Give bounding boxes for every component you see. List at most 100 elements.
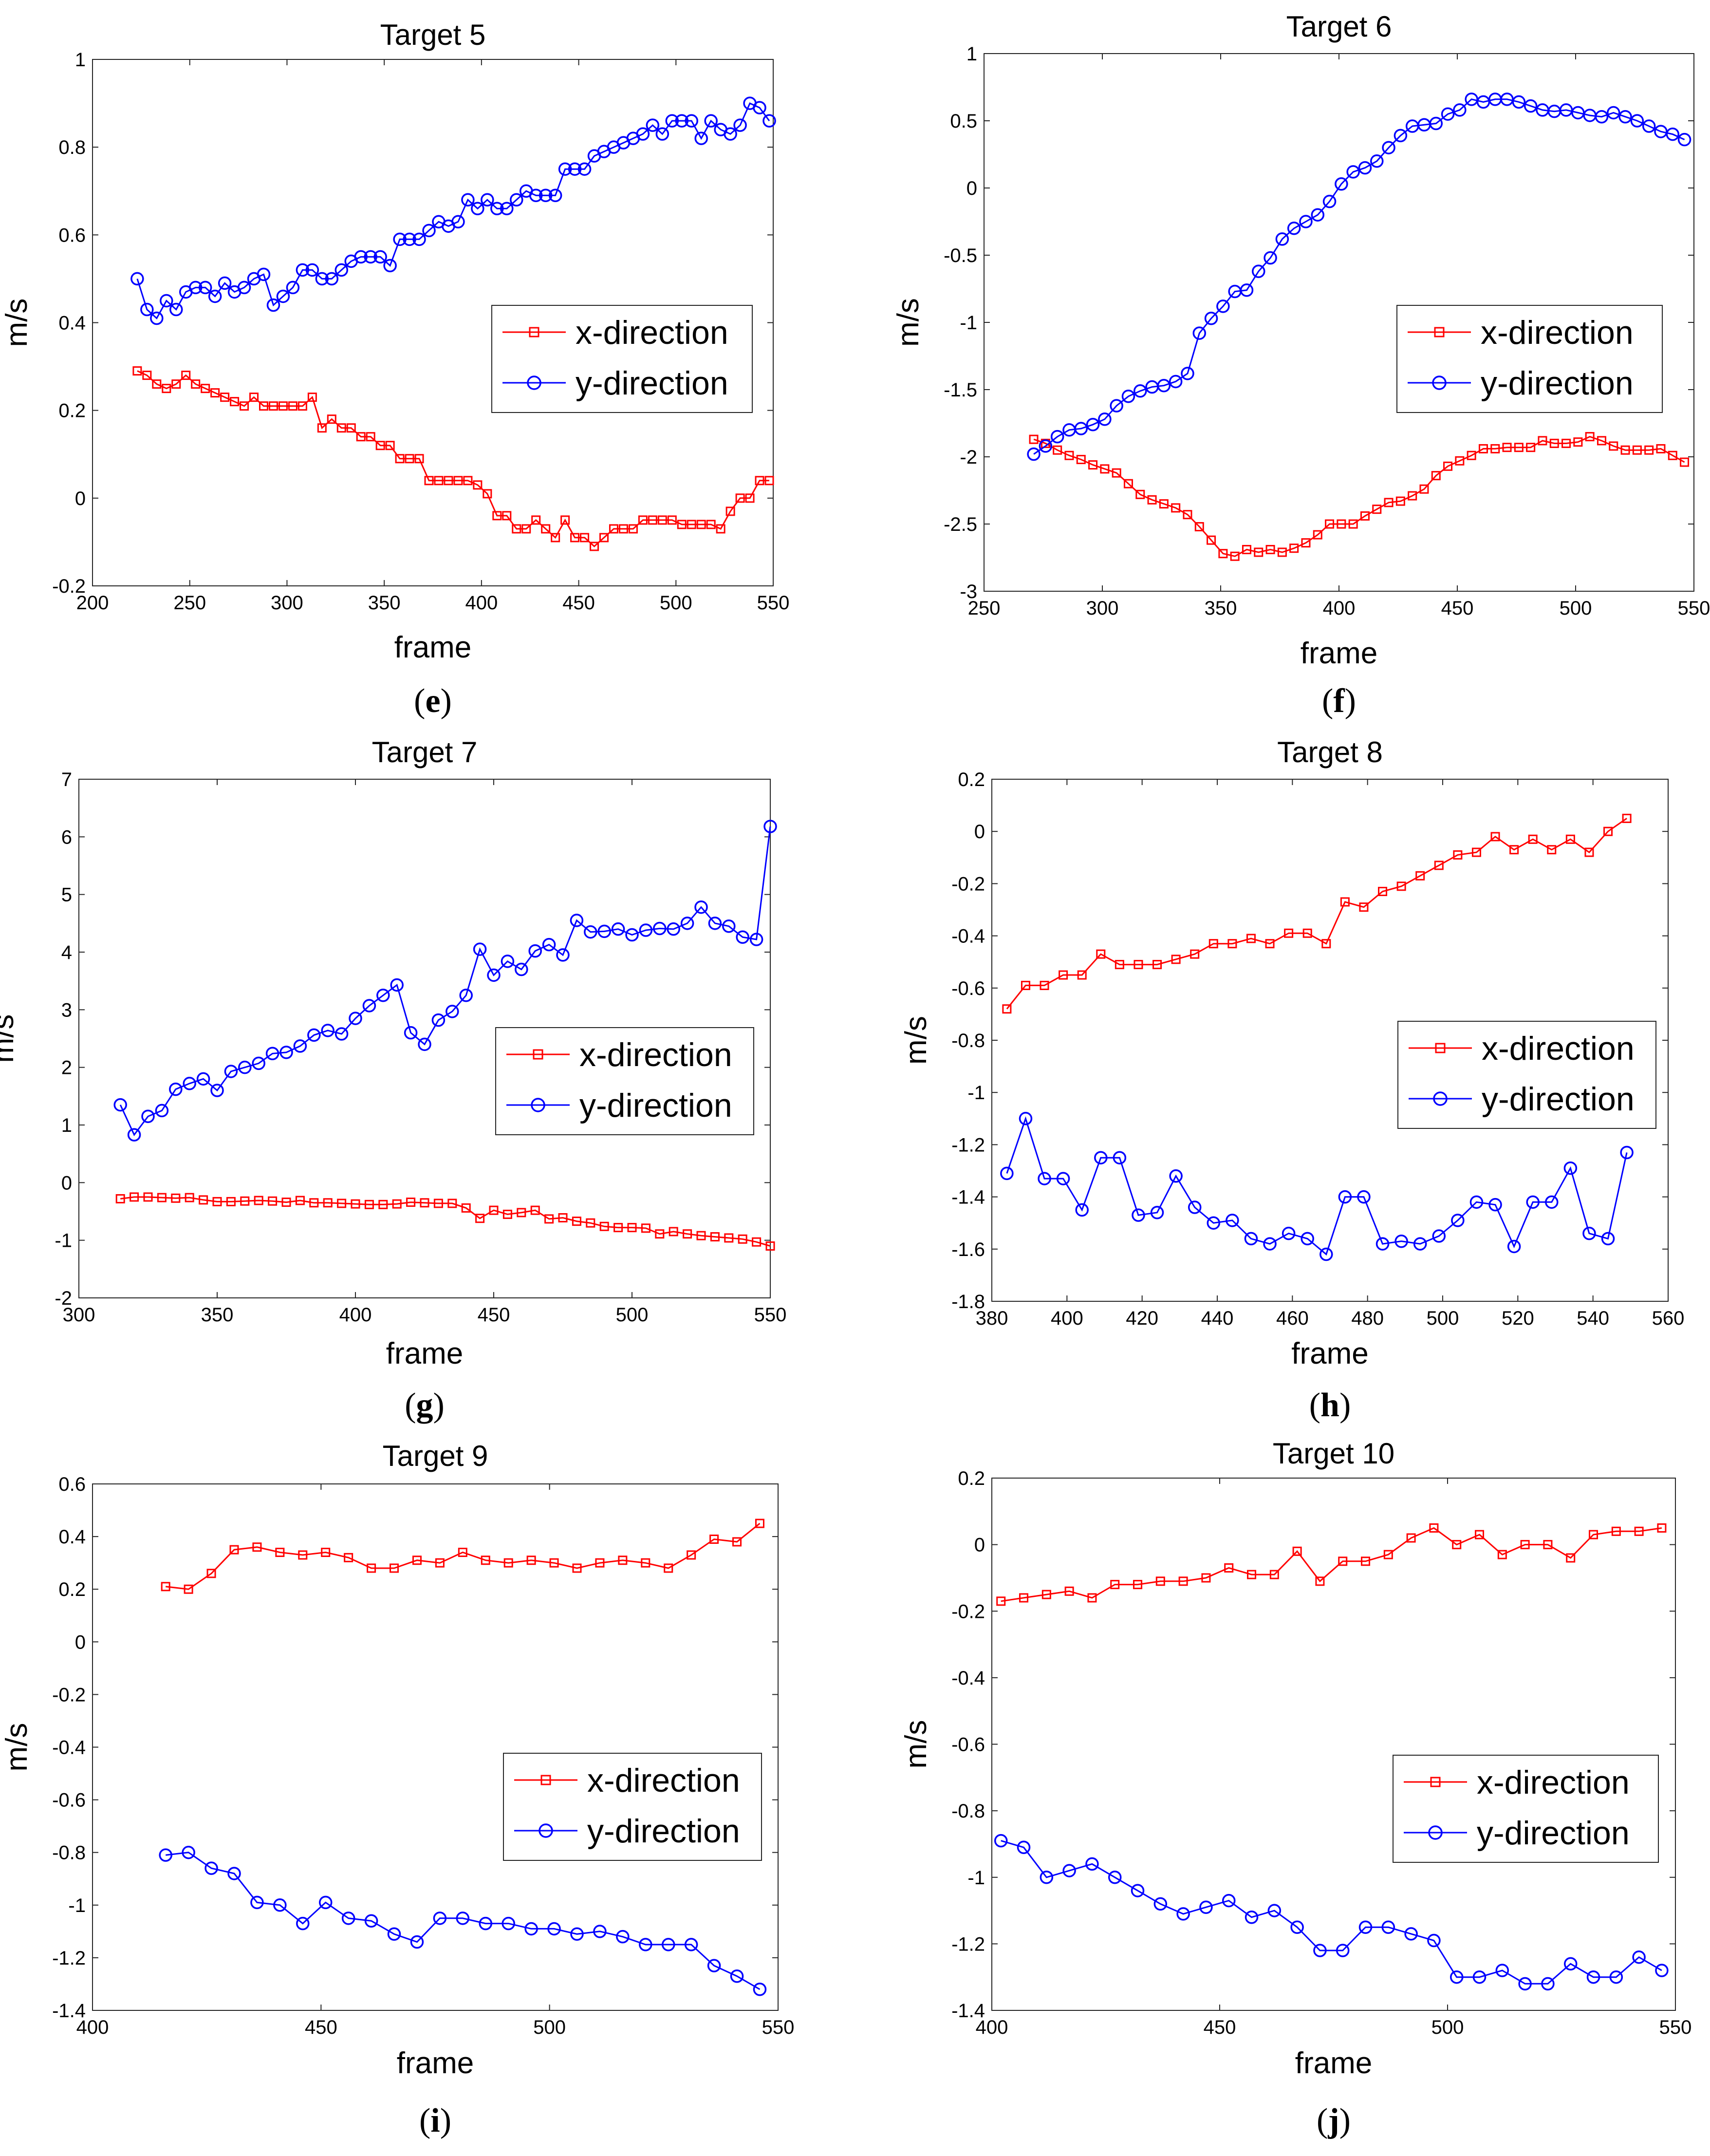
data-point-x: [1478, 444, 1488, 453]
y-tick-label: -0.2: [52, 576, 86, 597]
x-axis-label: frame: [397, 2046, 474, 2080]
x-tick-label: 550: [1659, 2017, 1692, 2038]
data-point-x: [434, 476, 444, 486]
x-tick-label: 500: [1427, 1308, 1459, 1329]
data-point-x: [996, 1596, 1006, 1606]
data-point-y: [1199, 1900, 1213, 1914]
data-point-x: [444, 476, 453, 486]
legend: x-direction y-direction: [1396, 305, 1663, 413]
data-point-x: [1475, 1530, 1485, 1539]
data-point-y: [1453, 103, 1467, 117]
data-point-x: [1634, 1526, 1644, 1536]
data-point-x: [1406, 1533, 1416, 1543]
data-point-y: [183, 1077, 196, 1090]
data-point-x: [1178, 1576, 1188, 1586]
y-tick-label: -0.8: [52, 1842, 86, 1864]
data-point-y: [335, 1027, 349, 1041]
data-point-x: [1611, 1526, 1621, 1536]
data-point-x: [641, 1223, 651, 1233]
data-point-y: [753, 101, 766, 114]
data-point-x: [132, 366, 142, 376]
data-point-x: [346, 423, 356, 433]
x-tick-label: 500: [1560, 598, 1592, 619]
x-tick-label: 380: [976, 1308, 1008, 1329]
x-tick-label: 520: [1502, 1308, 1534, 1329]
x-tick-label: 400: [1051, 1308, 1083, 1329]
data-point-y: [730, 1969, 744, 1983]
y-tick-label: -3: [960, 581, 977, 602]
data-point-x: [724, 1233, 734, 1243]
legend-marker-circle: [1432, 375, 1447, 390]
y-tick-label: -1.5: [944, 379, 977, 401]
data-point-x: [367, 1563, 376, 1573]
data-point-y: [1169, 1169, 1183, 1183]
x-tick-label: 550: [762, 2017, 795, 2038]
legend-marker-square: [1435, 1043, 1446, 1053]
data-point-y: [1441, 107, 1455, 121]
data-point-y: [528, 944, 542, 958]
data-point-x: [199, 1195, 208, 1205]
legend-label: x-direction: [1481, 314, 1634, 351]
data-point-x: [590, 542, 599, 551]
data-point-y: [1358, 161, 1372, 175]
data-point-x: [268, 1196, 278, 1206]
data-point-y: [1287, 222, 1301, 235]
data-point-x: [1325, 519, 1335, 529]
legend: x-direction y-direction: [495, 1027, 754, 1135]
data-point-y: [315, 272, 329, 286]
data-point-x: [392, 1199, 402, 1209]
data-point-y: [1245, 1910, 1259, 1924]
data-point-y: [1240, 283, 1254, 297]
data-point-x: [1361, 1556, 1371, 1566]
x-tick-label: 400: [1323, 598, 1356, 619]
data-point-y: [1563, 1161, 1578, 1175]
y-tick-label: 0.6: [58, 225, 86, 246]
data-point-y: [510, 193, 523, 207]
y-tick-label: 0.6: [58, 1474, 86, 1495]
y-tick-label: 0.8: [58, 137, 86, 158]
data-point-y: [1094, 1151, 1108, 1164]
data-point-y: [1338, 1190, 1352, 1204]
data-point-x: [1378, 886, 1388, 896]
data-point-x: [667, 515, 677, 525]
data-point-y: [293, 1039, 307, 1053]
data-point-y: [354, 250, 368, 264]
series-line-x: [120, 1196, 771, 1247]
data-point-x: [254, 1196, 263, 1205]
data-point-y: [198, 281, 212, 295]
data-point-x: [657, 515, 667, 525]
data-point-y: [1607, 106, 1620, 120]
data-point-x: [220, 393, 230, 402]
data-point-y: [1524, 99, 1538, 113]
data-point-y: [1545, 1195, 1559, 1209]
data-point-x: [1019, 1593, 1029, 1603]
data-point-y: [456, 1912, 470, 1925]
data-point-x: [1002, 1004, 1012, 1014]
data-point-y: [364, 250, 377, 264]
data-point-x: [406, 1198, 416, 1207]
y-tick-label: -0.8: [951, 1800, 985, 1822]
data-point-y: [1394, 1234, 1408, 1248]
data-point-y: [1346, 165, 1360, 179]
data-point-y: [694, 131, 708, 145]
data-point-x: [240, 1196, 250, 1206]
data-point-x: [1321, 939, 1331, 949]
x-tick-label: 440: [1201, 1308, 1234, 1329]
x-tick-label: 250: [968, 598, 1001, 619]
data-point-y: [1050, 430, 1064, 444]
data-point-x: [1171, 503, 1181, 513]
data-point-y: [675, 114, 689, 128]
data-point-x: [677, 520, 687, 529]
data-point-x: [191, 379, 201, 389]
y-tick-label: 0.2: [58, 1579, 86, 1600]
y-tick-label: 5: [61, 884, 72, 906]
data-point-y: [500, 202, 514, 216]
data-point-y: [1336, 1944, 1350, 1957]
y-tick-label: -0.2: [951, 873, 985, 895]
y-tick-label: -0.2: [52, 1684, 86, 1706]
x-tick-label: 480: [1351, 1308, 1384, 1329]
x-tick-label: 540: [1577, 1308, 1609, 1329]
data-point-x: [710, 1232, 720, 1242]
data-point-x: [1668, 450, 1677, 460]
data-point-y: [296, 1916, 310, 1931]
